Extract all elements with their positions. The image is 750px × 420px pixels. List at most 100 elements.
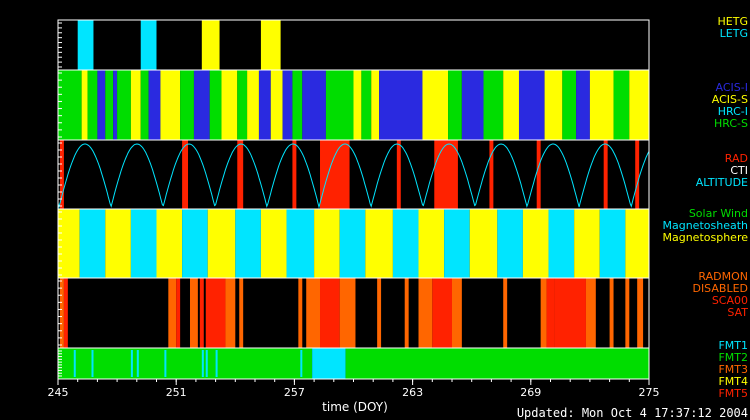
instrument-segment-13 xyxy=(209,70,222,140)
radmon-segment-16 xyxy=(432,278,452,348)
instrument-segment-15 xyxy=(237,70,248,140)
x-axis-label: time (DOY) xyxy=(322,400,388,414)
instrument-segment-22 xyxy=(325,70,354,140)
radiation-segment-3 xyxy=(292,140,297,209)
radmon-segment-8 xyxy=(239,278,244,348)
legend-entry: Solar Wind xyxy=(688,207,748,220)
radiation-segment-4 xyxy=(320,140,350,209)
radmon-segment-5 xyxy=(199,278,204,348)
radmon-segment-6 xyxy=(205,278,226,348)
legend-entry: ACIS-S xyxy=(711,93,748,106)
instrument-segment-31 xyxy=(503,70,519,140)
updated-timestamp: Updated: Mon Oct 4 17:37:12 2004 xyxy=(516,406,748,420)
x-tick-label-3: 263 xyxy=(402,386,423,399)
region-segment-13 xyxy=(392,209,419,278)
format-marker-1 xyxy=(91,350,94,377)
instrument-segment-8 xyxy=(140,70,149,140)
legend-entry: HETG xyxy=(717,15,748,28)
instrument-segment-2 xyxy=(87,70,98,140)
radmon-segment-4 xyxy=(189,278,198,348)
grating-segment-3 xyxy=(260,20,281,70)
grating-segment-2 xyxy=(201,20,220,70)
instrument-segment-4 xyxy=(105,70,114,140)
instrument-segment-24 xyxy=(361,70,372,140)
format-marker-0 xyxy=(73,350,76,377)
region-segment-11 xyxy=(339,209,366,278)
legend-entry: HRC-S xyxy=(714,117,748,130)
region-segment-12 xyxy=(365,209,393,278)
region-segment-0 xyxy=(58,209,80,278)
instrument-segment-32 xyxy=(518,70,545,140)
legend-entry: SAT xyxy=(727,306,748,319)
radmon-segment-15 xyxy=(418,278,433,348)
instrument-segment-14 xyxy=(221,70,238,140)
legend-region: Solar Wind Magnetosheath Magnetosphere xyxy=(663,208,749,244)
instrument-segment-10 xyxy=(160,70,181,140)
format-marker-6 xyxy=(205,350,208,377)
legend-radmon: RADMON DISABLED SCA00 SAT xyxy=(692,271,748,319)
instrument-segment-35 xyxy=(576,70,590,140)
instrument-segment-12 xyxy=(193,70,210,140)
instrument-segment-25 xyxy=(371,70,380,140)
region-segment-21 xyxy=(599,209,626,278)
instrument-segment-9 xyxy=(148,70,161,140)
legend-entry: ACIS-I xyxy=(715,81,748,94)
radiation-segment-5 xyxy=(396,140,401,209)
region-segment-1 xyxy=(79,209,106,278)
radiation-segment-8 xyxy=(536,140,541,209)
region-segment-4 xyxy=(156,209,183,278)
x-tick-label-2: 257 xyxy=(284,386,305,399)
instrument-segment-11 xyxy=(180,70,194,140)
instrument-segment-37 xyxy=(613,70,630,140)
instrument-segment-16 xyxy=(247,70,259,140)
legend-radiation: RAD CTI ALTITUDE xyxy=(696,153,748,189)
radmon-segment-19 xyxy=(540,278,547,348)
x-tick-label-0: 245 xyxy=(48,386,69,399)
legend-entry: FMT1 xyxy=(718,339,748,352)
format-segment-1 xyxy=(312,348,346,379)
instrument-segment-36 xyxy=(589,70,614,140)
x-tick-label-4: 269 xyxy=(520,386,541,399)
region-segment-3 xyxy=(130,209,157,278)
radmon-segment-13 xyxy=(377,278,382,348)
radmon-segment-22 xyxy=(585,278,596,348)
legend-format: FMT1 FMT2 FMT3 FMT4 FMT5 xyxy=(718,340,748,400)
radmon-segment-9 xyxy=(298,278,303,348)
instrument-segment-27 xyxy=(422,70,449,140)
legend-entry: SCA00 xyxy=(711,294,748,307)
legend-entry: FMT5 xyxy=(718,387,748,400)
radmon-segment-1 xyxy=(63,278,68,348)
radmon-segment-0 xyxy=(59,278,64,348)
format-marker-2 xyxy=(130,350,133,377)
radmon-segment-10 xyxy=(306,278,321,348)
radmon-segment-3 xyxy=(176,278,181,348)
grating-segment-1 xyxy=(140,20,157,70)
format-marker-8 xyxy=(300,350,303,377)
legend-entry: FMT4 xyxy=(718,375,748,388)
instrument-segment-26 xyxy=(379,70,423,140)
radmon-segment-14 xyxy=(404,278,409,348)
region-segment-17 xyxy=(497,209,523,278)
instrument-segment-30 xyxy=(483,70,504,140)
radmon-segment-7 xyxy=(225,278,236,348)
legend-entry: RAD xyxy=(724,152,748,165)
instrument-segment-1 xyxy=(81,70,88,140)
instrument-segment-29 xyxy=(461,70,484,140)
radiation-segment-0 xyxy=(59,140,64,209)
instrument-segment-33 xyxy=(544,70,563,140)
radmon-segment-20 xyxy=(546,278,555,348)
instrument-segment-34 xyxy=(562,70,577,140)
radmon-segment-18 xyxy=(503,278,508,348)
instrument-segment-21 xyxy=(302,70,326,140)
radmon-segment-25 xyxy=(637,278,644,348)
instrument-segment-0 xyxy=(58,70,82,140)
region-segment-6 xyxy=(207,209,236,278)
radiation-segment-10 xyxy=(635,140,640,209)
radmon-segment-17 xyxy=(452,278,462,348)
region-segment-14 xyxy=(418,209,445,278)
region-segment-15 xyxy=(444,209,470,278)
region-segment-19 xyxy=(548,209,575,278)
radmon-segment-11 xyxy=(320,278,340,348)
legend-entry: RADMON xyxy=(698,270,748,283)
